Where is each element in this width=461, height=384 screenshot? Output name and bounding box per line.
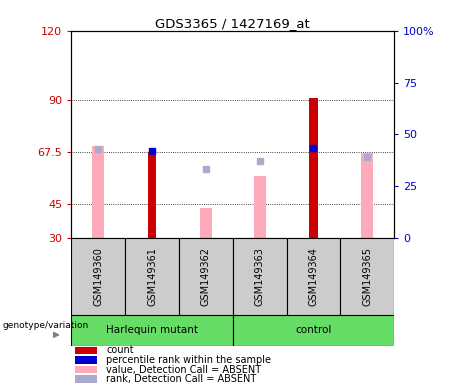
Text: Harlequin mutant: Harlequin mutant <box>106 325 198 335</box>
Bar <box>233 238 287 315</box>
Text: genotype/variation: genotype/variation <box>3 321 89 330</box>
Bar <box>71 238 125 315</box>
Bar <box>287 238 340 315</box>
Text: control: control <box>296 325 331 335</box>
Bar <box>309 98 318 238</box>
Bar <box>75 346 97 354</box>
Text: percentile rank within the sample: percentile rank within the sample <box>106 355 272 365</box>
Text: value, Detection Call = ABSENT: value, Detection Call = ABSENT <box>106 364 261 375</box>
Text: GSM149360: GSM149360 <box>93 247 103 306</box>
Bar <box>75 356 97 364</box>
Bar <box>179 238 233 315</box>
Title: GDS3365 / 1427169_at: GDS3365 / 1427169_at <box>155 17 310 30</box>
Text: GSM149364: GSM149364 <box>308 247 319 306</box>
Bar <box>361 153 373 238</box>
Text: GSM149362: GSM149362 <box>201 247 211 306</box>
Bar <box>340 238 394 315</box>
Text: GSM149361: GSM149361 <box>147 247 157 306</box>
Bar <box>75 366 97 373</box>
Bar <box>233 315 394 346</box>
Bar <box>200 208 212 238</box>
Bar <box>125 238 179 315</box>
Text: GSM149365: GSM149365 <box>362 247 372 306</box>
Bar <box>148 152 156 238</box>
Text: rank, Detection Call = ABSENT: rank, Detection Call = ABSENT <box>106 374 257 384</box>
Text: count: count <box>106 345 134 356</box>
Bar <box>75 376 97 383</box>
Bar <box>92 146 104 238</box>
Bar <box>254 176 266 238</box>
Text: GSM149363: GSM149363 <box>254 247 265 306</box>
Bar <box>71 315 233 346</box>
